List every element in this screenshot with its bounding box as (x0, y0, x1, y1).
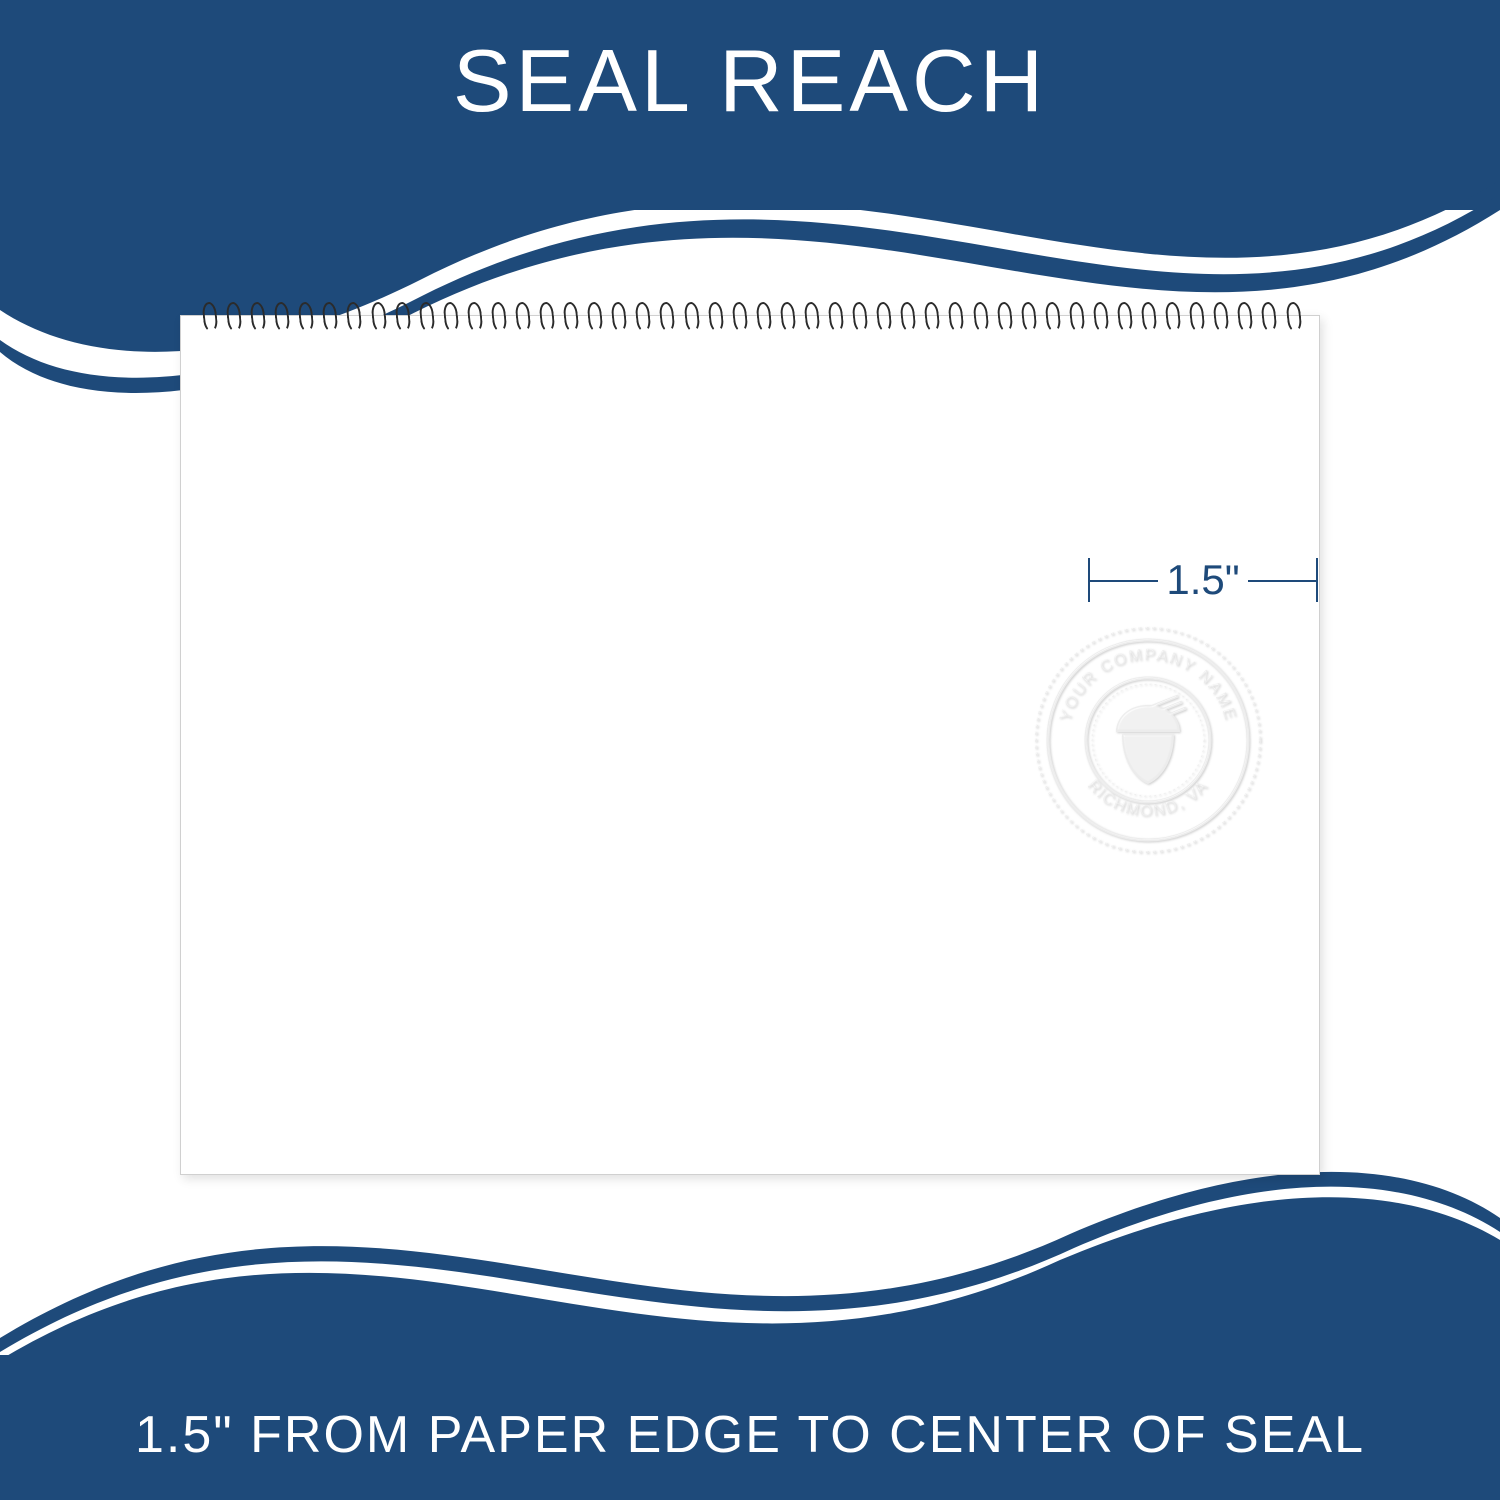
embossed-seal: YOUR COMPANY NAME RICHMOND, VA (1028, 620, 1268, 860)
spiral-ring (803, 298, 817, 334)
spiral-ring (370, 298, 384, 334)
spiral-ring (1020, 298, 1034, 334)
spiral-ring (1092, 298, 1106, 334)
spiral-ring (1044, 298, 1058, 334)
spiral-ring (538, 298, 552, 334)
measure-cap-right (1316, 558, 1318, 602)
measure-label: 1.5" (1158, 556, 1248, 604)
spiral-ring (466, 298, 480, 334)
page-caption: 1.5" FROM PAPER EDGE TO CENTER OF SEAL (0, 1405, 1500, 1465)
spiral-ring (273, 298, 287, 334)
spiral-ring (442, 298, 456, 334)
spiral-ring (923, 298, 937, 334)
spiral-ring (1164, 298, 1178, 334)
spiral-ring (418, 298, 432, 334)
seal-reach-measure: 1.5" (1088, 550, 1318, 610)
spiral-ring (827, 298, 841, 334)
spiral-ring (947, 298, 961, 334)
spiral-ring (394, 298, 408, 334)
spiral-ring (490, 298, 504, 334)
spiral-ring (1236, 298, 1250, 334)
spiral-ring (297, 298, 311, 334)
spiral-ring (899, 298, 913, 334)
spiral-ring (683, 298, 697, 334)
spiral-ring (201, 298, 215, 334)
spiral-ring (634, 298, 648, 334)
spiral-ring (225, 298, 239, 334)
spiral-ring (610, 298, 624, 334)
infographic-canvas: SEAL REACH 1.5" FROM PAPER EDGE TO CENTE… (0, 0, 1500, 1500)
spiral-ring (972, 298, 986, 334)
spiral-ring (514, 298, 528, 334)
spiral-ring (779, 298, 793, 334)
spiral-ring (1188, 298, 1202, 334)
spiral-ring (875, 298, 889, 334)
spiral-ring (345, 298, 359, 334)
spiral-ring (1285, 298, 1299, 334)
spiral-ring (707, 298, 721, 334)
spiral-ring (249, 298, 263, 334)
spiral-ring (1116, 298, 1130, 334)
spiral-ring (1068, 298, 1082, 334)
spiral-ring (1140, 298, 1154, 334)
page-title: SEAL REACH (0, 30, 1500, 132)
spiral-ring (731, 298, 745, 334)
spiral-ring (562, 298, 576, 334)
spiral-ring (586, 298, 600, 334)
spiral-ring (1212, 298, 1226, 334)
spiral-ring (1260, 298, 1274, 334)
spiral-ring (851, 298, 865, 334)
spiral-ring (996, 298, 1010, 334)
spiral-ring (755, 298, 769, 334)
spiral-ring (321, 298, 335, 334)
spiral-ring (658, 298, 672, 334)
spiral-binding (201, 298, 1299, 334)
